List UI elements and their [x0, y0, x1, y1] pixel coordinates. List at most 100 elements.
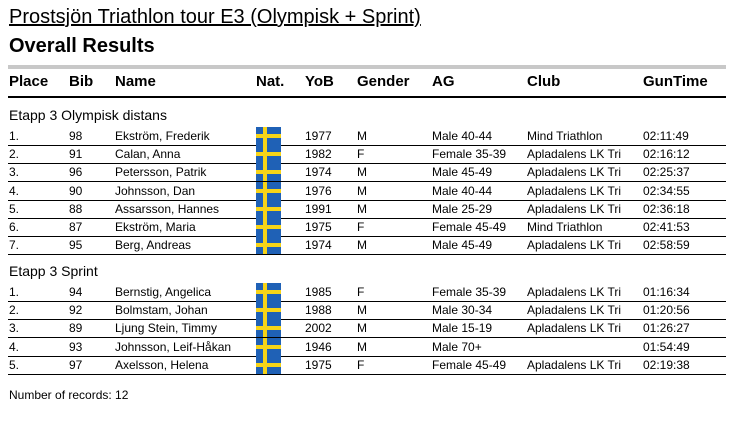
cell-name: Johnsson, Leif-Håkan — [115, 340, 232, 354]
cell-bib: 95 — [69, 238, 83, 252]
cell-gender: M — [357, 303, 367, 317]
cell-gender: M — [357, 321, 367, 335]
cell-club: Mind Triathlon — [527, 129, 603, 143]
cell-place: 2. — [9, 303, 20, 317]
sweden-flag-icon — [256, 200, 281, 218]
cell-guntime: 02:19:38 — [643, 358, 690, 372]
row-divider — [8, 145, 726, 146]
cell-bib: 94 — [69, 285, 83, 299]
header-yob: YoB — [305, 73, 334, 90]
sweden-flag-icon — [256, 283, 281, 301]
cell-place: 3. — [9, 321, 20, 335]
cell-yob: 1975 — [305, 358, 332, 372]
cell-ag: Female 45-49 — [432, 220, 507, 234]
cell-bib: 93 — [69, 340, 83, 354]
cell-bib: 89 — [69, 321, 83, 335]
cell-yob: 2002 — [305, 321, 332, 335]
table-row: 2. 91 Calan, Anna 1982 F Female 35-39 Apladale… — [0, 145, 742, 163]
cell-guntime: 02:58:59 — [643, 238, 690, 252]
cell-place: 5. — [9, 202, 20, 216]
cell-gender: M — [357, 165, 367, 179]
header-ag: AG — [432, 73, 455, 90]
cell-guntime: 02:34:55 — [643, 184, 690, 198]
cell-club: Apladalens LK Tri — [527, 165, 622, 179]
cell-ag: Male 45-49 — [432, 165, 493, 179]
header-guntime: GunTime — [643, 73, 708, 90]
cell-name: Petersson, Patrik — [115, 165, 207, 179]
cell-club: Apladalens LK Tri — [527, 303, 622, 317]
cell-name: Ekström, Maria — [115, 220, 196, 234]
row-divider — [8, 236, 726, 237]
cell-club: Apladalens LK Tri — [527, 238, 622, 252]
sweden-flag-icon — [256, 356, 281, 374]
cell-name: Ljung Stein, Timmy — [115, 321, 218, 335]
cell-yob: 1946 — [305, 340, 332, 354]
cell-place: 3. — [9, 165, 20, 179]
cell-gender: M — [357, 184, 367, 198]
header-place: Place — [9, 73, 49, 90]
row-divider — [8, 374, 726, 375]
sweden-flag-icon — [256, 182, 281, 200]
cell-bib: 91 — [69, 147, 83, 161]
table-row: 5. 97 Axelsson, Helena 1975 F Female 45-49 Apl… — [0, 356, 742, 374]
row-divider — [8, 200, 726, 201]
cell-bib: 98 — [69, 129, 83, 143]
cell-name: Axelsson, Helena — [115, 358, 209, 372]
cell-place: 5. — [9, 358, 20, 372]
header-nat: Nat. — [256, 73, 285, 90]
cell-ag: Female 45-49 — [432, 358, 507, 372]
cell-ag: Male 45-49 — [432, 238, 493, 252]
cell-gender: F — [357, 285, 365, 299]
cell-club: Apladalens LK Tri — [527, 202, 622, 216]
header-gender: Gender — [357, 73, 410, 90]
cell-guntime: 02:36:18 — [643, 202, 690, 216]
row-divider — [8, 163, 726, 164]
table-row: 4. 93 Johnsson, Leif-Håkan 1946 M Male 70+ 01:… — [0, 338, 742, 356]
cell-guntime: 02:41:53 — [643, 220, 690, 234]
cell-name: Bernstig, Angelica — [115, 285, 212, 299]
cell-name: Assarsson, Hannes — [115, 202, 220, 216]
table-row: 4. 90 Johnsson, Dan 1976 M Male 40-44 Apladale… — [0, 182, 742, 200]
cell-yob: 1985 — [305, 285, 332, 299]
cell-yob: 1974 — [305, 238, 332, 252]
page-title: Prostsjön Triathlon tour E3 (Olympisk + … — [9, 6, 421, 28]
cell-guntime: 02:25:37 — [643, 165, 690, 179]
sweden-flag-icon — [256, 145, 281, 163]
row-divider — [8, 301, 726, 302]
table-row: 3. 89 Ljung Stein, Timmy 2002 M Male 15-19 Apl… — [0, 319, 742, 337]
cell-place: 1. — [9, 129, 20, 143]
table-row: 3. 96 Petersson, Patrik 1974 M Male 45-49 Apla… — [0, 163, 742, 181]
header-divider — [8, 96, 726, 98]
cell-bib: 92 — [69, 303, 83, 317]
cell-name: Calan, Anna — [115, 147, 181, 161]
page-subtitle: Overall Results — [9, 35, 155, 57]
cell-guntime: 01:54:49 — [643, 340, 690, 354]
cell-yob: 1976 — [305, 184, 332, 198]
cell-ag: Male 30-34 — [432, 303, 493, 317]
sweden-flag-icon — [256, 163, 281, 181]
cell-guntime: 02:11:49 — [643, 129, 689, 143]
cell-bib: 88 — [69, 202, 83, 216]
cell-yob: 1977 — [305, 129, 332, 143]
cell-guntime: 01:16:34 — [643, 285, 690, 299]
cell-club: Apladalens LK Tri — [527, 285, 622, 299]
cell-yob: 1982 — [305, 147, 332, 161]
table-row: 1. 94 Bernstig, Angelica 1985 F Female 35-39 A… — [0, 283, 742, 301]
cell-place: 4. — [9, 184, 20, 198]
cell-place: 6. — [9, 220, 20, 234]
row-divider — [8, 319, 726, 320]
section-title: Etapp 3 Olympisk distans — [9, 107, 167, 123]
cell-gender: M — [357, 340, 367, 354]
cell-club: Apladalens LK Tri — [527, 184, 622, 198]
cell-yob: 1991 — [305, 202, 332, 216]
cell-ag: Male 40-44 — [432, 129, 493, 143]
cell-yob: 1988 — [305, 303, 332, 317]
cell-gender: M — [357, 129, 367, 143]
cell-bib: 97 — [69, 358, 83, 372]
cell-ag: Female 35-39 — [432, 147, 507, 161]
cell-club: Apladalens LK Tri — [527, 358, 622, 372]
cell-ag: Female 35-39 — [432, 285, 507, 299]
table-row: 6. 87 Ekström, Maria 1975 F Female 45-49 Mind … — [0, 218, 742, 236]
header-club: Club — [527, 73, 561, 90]
row-divider — [8, 181, 726, 182]
